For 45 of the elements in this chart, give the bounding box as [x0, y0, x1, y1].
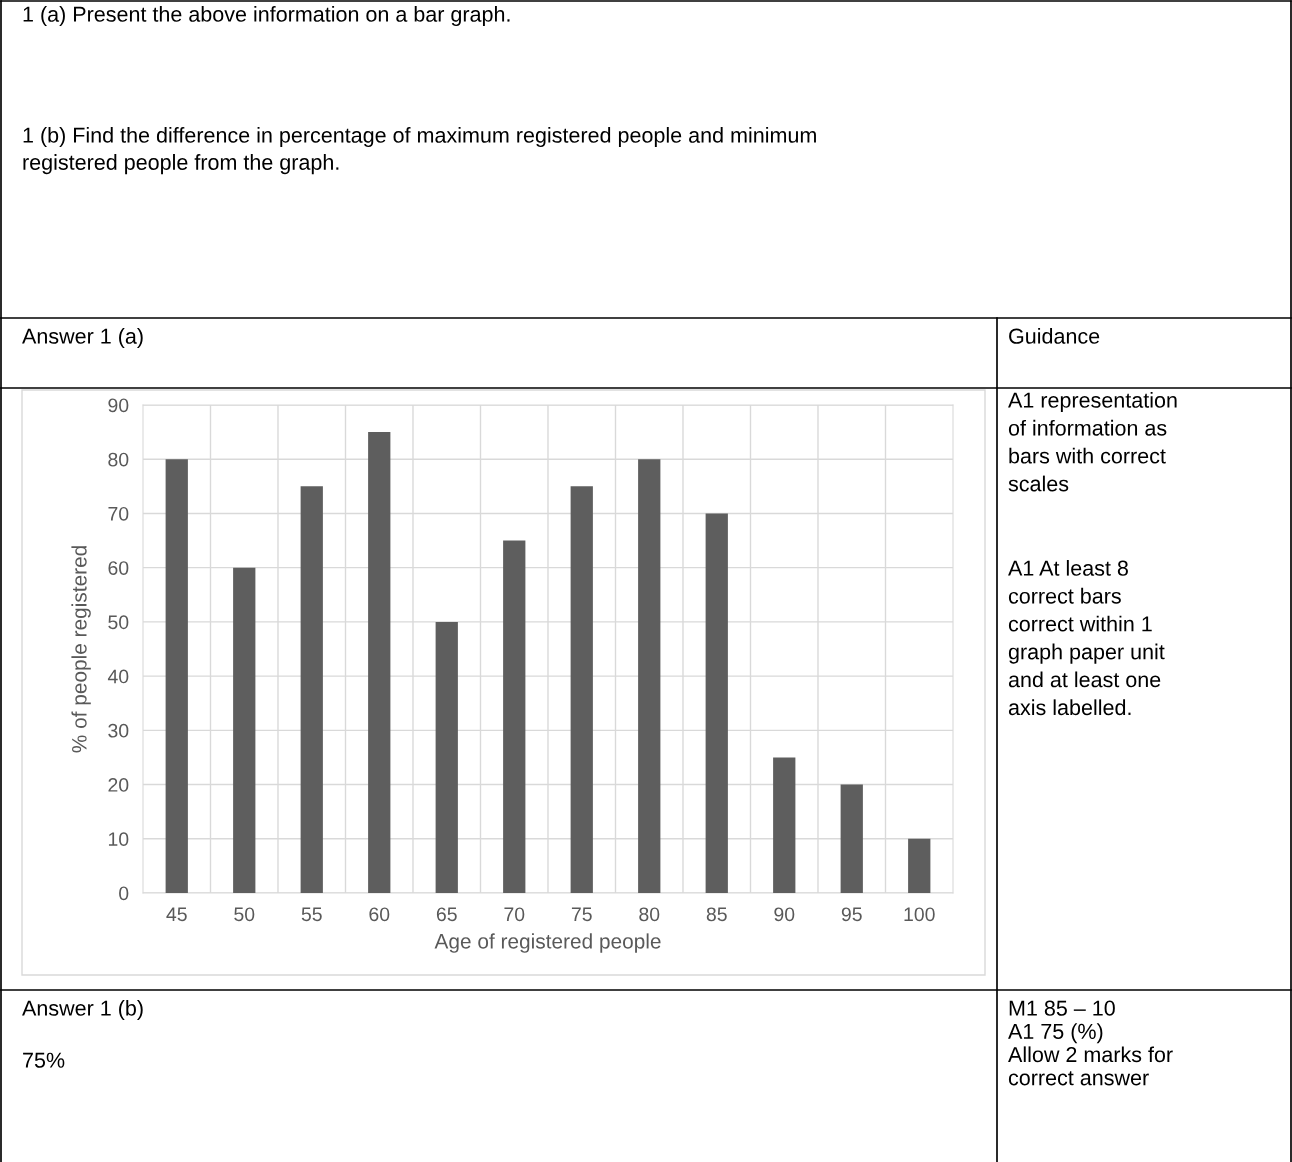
- bar: [165, 459, 188, 893]
- bar: [300, 486, 323, 893]
- y-tick-label: 20: [108, 778, 129, 792]
- bar: [773, 757, 796, 893]
- y-tick-label: 90: [108, 398, 129, 413]
- bar: [435, 621, 458, 893]
- bar: [908, 838, 931, 893]
- bar: [570, 486, 593, 893]
- y-tick-label: 60: [108, 561, 129, 575]
- bar: [233, 567, 256, 893]
- y-tick-label: 10: [108, 832, 129, 847]
- y-axis-title: % of people registered: [71, 546, 91, 753]
- x-tick-label: 85: [706, 907, 727, 922]
- x-tick-label: 90: [774, 907, 795, 922]
- y-tick-label: 30: [108, 723, 129, 738]
- x-tick-label: 75: [571, 907, 592, 922]
- text: M1 85 – 10 A1 75 (%) Allow 2 marks for correct answer: [1008, 1000, 1173, 1086]
- y-tick-label: 70: [108, 506, 129, 521]
- bar: [503, 540, 526, 893]
- x-tick-label: 80: [639, 907, 660, 922]
- x-tick-label: 50: [234, 907, 255, 922]
- text: A1 At least 8 correct bars correct within 1 graph paper unit and at least one axis labelled.: [1008, 560, 1165, 716]
- text: 75%: [23, 1052, 65, 1068]
- text: Guidance: [1009, 328, 1100, 344]
- bar: [638, 459, 661, 893]
- text: Answer 1 (a): [22, 328, 143, 349]
- text: 1 (a) Present the above information on a bar graph.: [23, 6, 510, 27]
- x-tick-label: 65: [436, 907, 457, 922]
- text: A1 representation of information as bars with correct scales: [1008, 392, 1177, 492]
- y-tick-label: 50: [108, 615, 129, 630]
- x-tick-label: 45: [166, 907, 187, 922]
- bar: [368, 432, 391, 893]
- y-tick-label: 40: [107, 669, 129, 684]
- bar: [705, 513, 728, 893]
- x-tick-label: 100: [904, 907, 935, 922]
- bar: [840, 784, 863, 893]
- x-axis-title: Age of registered people: [434, 933, 661, 953]
- x-tick-label: 95: [841, 907, 862, 922]
- text: Answer 1 (b): [22, 1000, 143, 1021]
- x-tick-label: 55: [301, 907, 322, 922]
- y-tick-label: 0: [119, 886, 129, 901]
- x-tick-label: 60: [369, 907, 390, 922]
- x-tick-label: 70: [504, 907, 525, 922]
- y-tick-label: 80: [108, 452, 129, 467]
- text: 1 (b) Find the difference in percentage of maximum registered people and minimum registered people from the graph.: [23, 127, 816, 175]
